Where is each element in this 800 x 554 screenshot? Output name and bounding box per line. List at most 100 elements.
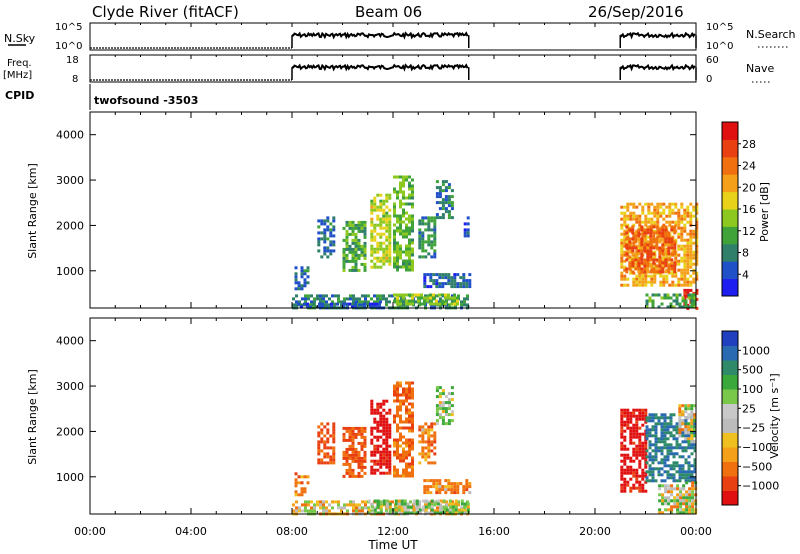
power-echo-10 <box>444 201 448 205</box>
velocity-echo-11 <box>672 455 676 459</box>
power-echo-12 <box>686 220 690 224</box>
velocity-echo-6 <box>379 402 383 406</box>
power-echo-6 <box>363 232 367 236</box>
velocity-echo-5 <box>351 468 355 472</box>
velocity-echo-11 <box>687 461 691 465</box>
power-echo-7 <box>385 235 389 239</box>
velocity-echo-6 <box>379 420 383 424</box>
velocity-echo-2 <box>426 491 430 495</box>
velocity-colorbar-tick-label: 500 <box>742 364 763 377</box>
velocity-echo-10 <box>626 414 630 418</box>
power-echo-13 <box>664 261 668 265</box>
velocity-echo-6 <box>379 444 383 448</box>
velocity-echo-7 <box>411 402 414 406</box>
power-echo-6 <box>360 223 364 227</box>
power-echo-7 <box>379 265 383 269</box>
power-echo-6 <box>351 232 355 236</box>
power-echo-12 <box>662 223 666 227</box>
power-echo-12 <box>650 223 654 227</box>
power-echo-12 <box>677 283 681 287</box>
power-echo-13 <box>637 261 641 265</box>
velocity-echo-13 <box>679 508 683 512</box>
velocity-echo-13 <box>670 484 674 488</box>
velocity-ytick-label: 3000 <box>56 380 84 393</box>
power-echo-12 <box>653 250 657 254</box>
velocity-echo-6 <box>382 426 386 430</box>
velocity-echo-6 <box>388 435 392 439</box>
power-echo-10 <box>435 192 439 196</box>
velocity-echo-12 <box>690 413 694 417</box>
power-echo-13 <box>652 258 656 262</box>
power-echo-12 <box>695 205 699 209</box>
velocity-echo-5 <box>348 474 352 478</box>
power-echo-5 <box>326 225 330 229</box>
velocity-echo-5 <box>357 450 361 454</box>
velocity-echo-1 <box>454 511 458 515</box>
velocity-echo-6 <box>382 414 386 418</box>
power-echo-0 <box>304 300 307 304</box>
velocity-echo-7 <box>393 465 396 469</box>
power-echo-13 <box>670 243 674 247</box>
velocity-echo-3 <box>294 472 298 476</box>
velocity-echo-7 <box>396 471 399 475</box>
velocity-echo-11 <box>648 467 652 471</box>
power-echo-12 <box>671 202 675 206</box>
power-echo-12 <box>677 259 681 263</box>
power-echo-0 <box>295 294 298 298</box>
velocity-echo-3 <box>300 487 304 491</box>
velocity-echo-7 <box>405 420 408 424</box>
velocity-echo-7 <box>393 399 396 403</box>
power-echo-0 <box>376 300 379 304</box>
velocity-echo-4 <box>326 437 330 441</box>
velocity-echo-11 <box>645 461 649 465</box>
power-echo-3 <box>429 276 433 280</box>
velocity-echo-11 <box>645 476 649 480</box>
power-echo-13 <box>658 240 662 244</box>
power-echo-12 <box>695 244 699 248</box>
power-echo-5 <box>329 243 333 247</box>
power-echo-10 <box>441 213 445 217</box>
velocity-echo-10 <box>629 486 633 490</box>
power-echo-8 <box>405 223 408 227</box>
velocity-echo-6 <box>370 450 374 454</box>
velocity-echo-6 <box>376 447 380 451</box>
power-echo-12 <box>692 277 696 281</box>
velocity-echo-2 <box>435 491 439 495</box>
velocity-echo-7 <box>408 384 411 388</box>
power-echo-12 <box>653 205 657 209</box>
velocity-echo-5 <box>351 441 355 445</box>
velocity-echo-4 <box>317 446 321 450</box>
power-echo-6 <box>351 259 355 263</box>
power-echo-12 <box>650 220 654 224</box>
velocity-echo-12 <box>681 422 685 426</box>
velocity-echo-1 <box>400 502 404 506</box>
velocity-echo-13 <box>685 502 689 506</box>
power-echo-12 <box>632 214 636 218</box>
power-echo-13 <box>667 258 671 262</box>
velocity-echo-9 <box>447 407 451 411</box>
velocity-echo-11 <box>666 446 670 450</box>
power-echo-0 <box>349 294 352 298</box>
velocity-echo-2 <box>432 482 436 486</box>
velocity-echo-5 <box>360 465 364 469</box>
power-echo-3 <box>438 273 442 277</box>
velocity-echo-2 <box>450 491 454 495</box>
velocity-echo-13 <box>667 490 671 494</box>
power-echo-8 <box>399 247 402 251</box>
velocity-echo-5 <box>345 438 349 442</box>
velocity-echo-7 <box>408 474 411 478</box>
velocity-echo-10 <box>641 483 645 487</box>
power-echo-12 <box>620 271 624 275</box>
velocity-echo-11 <box>693 458 697 462</box>
velocity-echo-2 <box>438 485 442 489</box>
power-echo-12 <box>668 202 672 206</box>
velocity-echo-2 <box>465 479 469 483</box>
velocity-echo-2 <box>429 491 433 495</box>
velocity-echo-1 <box>382 502 386 506</box>
velocity-echo-0 <box>445 506 448 510</box>
power-echo-13 <box>667 240 671 244</box>
power-echo-8 <box>411 241 414 245</box>
velocity-echo-7 <box>405 474 408 478</box>
velocity-echo-11 <box>648 416 652 420</box>
